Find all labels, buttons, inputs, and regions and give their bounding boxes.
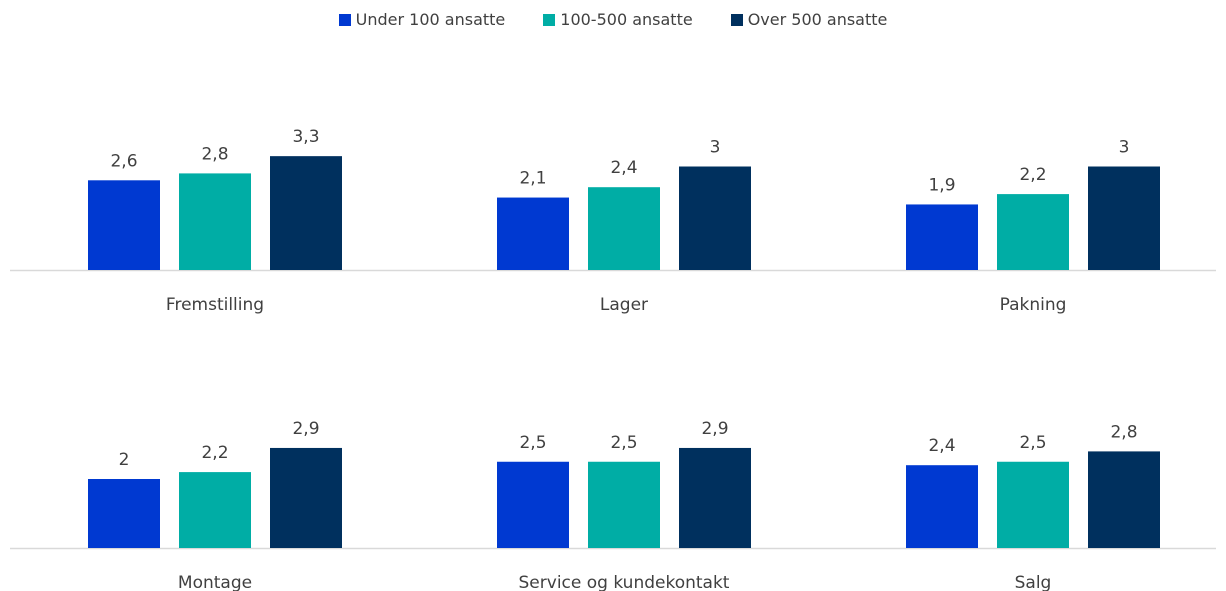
data-label-service-og-kundekontakt-under-100-ansatte: 2,5 xyxy=(519,433,546,453)
data-label-service-og-kundekontakt-over-500-ansatte: 2,9 xyxy=(701,419,728,439)
category-label-montage: Montage xyxy=(178,573,252,591)
bar-pakning-over-500-ansatte xyxy=(1088,166,1160,270)
category-label-lager: Lager xyxy=(600,295,648,315)
data-label-fremstilling-100-500-ansatte: 2,8 xyxy=(201,144,228,164)
data-label-lager-100-500-ansatte: 2,4 xyxy=(610,158,637,178)
legend: Under 100 ansatte 100-500 ansatte Over 5… xyxy=(0,10,1226,29)
legend-swatch-over-500 xyxy=(730,13,743,26)
bar-salg-under-100-ansatte xyxy=(906,465,978,548)
category-label-pakning: Pakning xyxy=(1000,295,1067,315)
bar-fremstilling-over-500-ansatte xyxy=(270,156,342,270)
data-label-pakning-over-500-ansatte: 3 xyxy=(1119,138,1130,158)
bar-lager-under-100-ansatte xyxy=(497,197,569,270)
data-label-salg-under-100-ansatte: 2,4 xyxy=(928,436,955,456)
data-label-salg-over-500-ansatte: 2,8 xyxy=(1110,422,1137,442)
bar-lager-over-500-ansatte xyxy=(679,166,751,270)
legend-swatch-under-100 xyxy=(338,13,351,26)
bar-service-og-kundekontakt-under-100-ansatte xyxy=(497,461,569,548)
legend-swatch-100-500 xyxy=(543,13,556,26)
legend-item-over-500: Over 500 ansatte xyxy=(730,10,888,29)
data-label-salg-100-500-ansatte: 2,5 xyxy=(1019,433,1046,453)
bar-pakning-100-500-ansatte xyxy=(997,194,1069,270)
bar-service-og-kundekontakt-100-500-ansatte xyxy=(588,461,660,548)
data-label-pakning-100-500-ansatte: 2,2 xyxy=(1019,165,1046,185)
bar-salg-100-500-ansatte xyxy=(997,461,1069,548)
data-label-fremstilling-over-500-ansatte: 3,3 xyxy=(292,127,319,147)
bar-montage-over-500-ansatte xyxy=(270,447,342,548)
bar-montage-under-100-ansatte xyxy=(88,479,160,548)
legend-item-under-100: Under 100 ansatte xyxy=(338,10,506,29)
data-label-montage-under-100-ansatte: 2 xyxy=(119,450,130,470)
bar-lager-100-500-ansatte xyxy=(588,187,660,270)
data-label-lager-over-500-ansatte: 3 xyxy=(710,138,721,158)
data-label-lager-under-100-ansatte: 2,1 xyxy=(519,169,546,189)
bar-fremstilling-under-100-ansatte xyxy=(88,180,160,270)
data-label-service-og-kundekontakt-100-500-ansatte: 2,5 xyxy=(610,433,637,453)
category-label-fremstilling: Fremstilling xyxy=(166,295,264,315)
legend-label-over-500: Over 500 ansatte xyxy=(747,10,888,29)
data-label-pakning-under-100-ansatte: 1,9 xyxy=(928,175,955,195)
category-label-service-og-kundekontakt: Service og kundekontakt xyxy=(519,573,730,591)
data-label-fremstilling-under-100-ansatte: 2,6 xyxy=(110,151,137,171)
bar-salg-over-500-ansatte xyxy=(1088,451,1160,548)
legend-label-under-100: Under 100 ansatte xyxy=(355,10,506,29)
bar-montage-100-500-ansatte xyxy=(179,472,251,548)
category-label-salg: Salg xyxy=(1015,573,1052,591)
legend-label-100-500: 100-500 ansatte xyxy=(560,10,693,29)
data-label-montage-over-500-ansatte: 2,9 xyxy=(292,419,319,439)
bar-service-og-kundekontakt-over-500-ansatte xyxy=(679,447,751,548)
data-label-montage-100-500-ansatte: 2,2 xyxy=(201,443,228,463)
bar-pakning-under-100-ansatte xyxy=(906,204,978,270)
legend-item-100-500: 100-500 ansatte xyxy=(543,10,693,29)
bar-fremstilling-100-500-ansatte xyxy=(179,173,251,270)
